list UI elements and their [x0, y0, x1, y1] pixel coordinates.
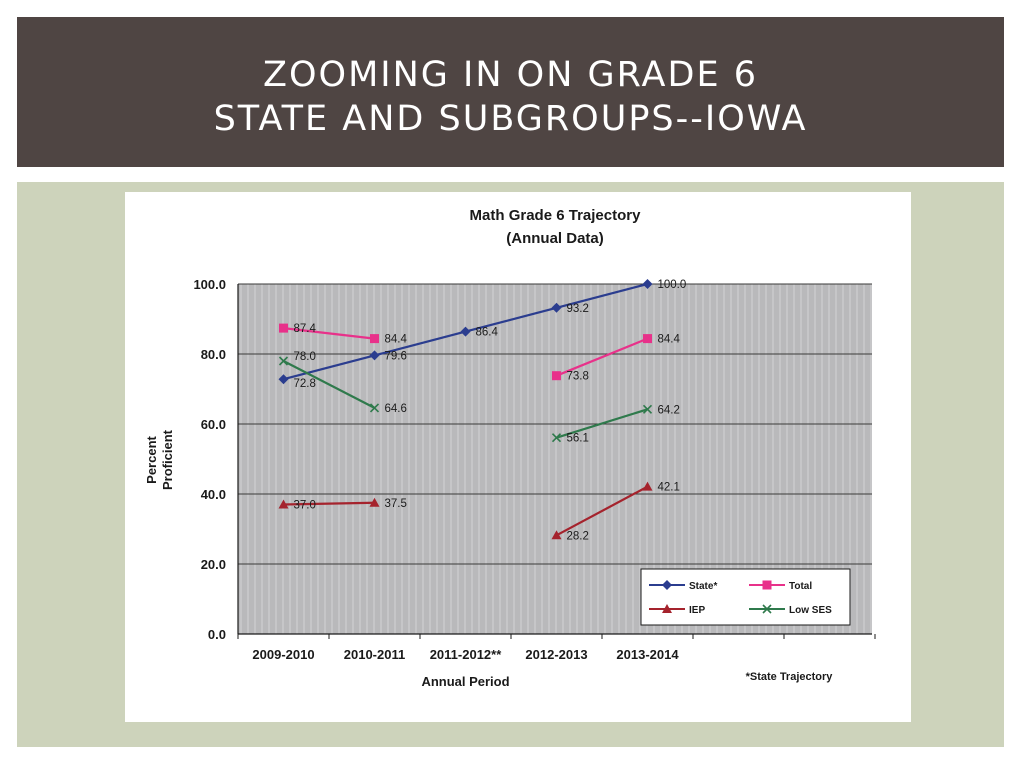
data-label-state: 100.0	[658, 279, 687, 291]
y-tick-label: 60.0	[201, 417, 226, 432]
data-point-low-ses	[642, 404, 653, 414]
series-line-state	[374, 330, 466, 357]
slide-header: ZOOMING IN ON GRADE 6 STATE AND SUBGROUP…	[17, 17, 1004, 167]
x-tick-label: 2009-2010	[252, 647, 314, 662]
legend-marker-state	[662, 580, 672, 590]
legend-marker-iep	[662, 604, 672, 613]
data-point-state	[551, 302, 562, 313]
series-line-total	[283, 327, 375, 340]
data-label-state: 93.2	[567, 303, 589, 315]
data-point-total	[370, 334, 379, 344]
data-label-total: 84.4	[385, 334, 408, 346]
legend-marker-total	[762, 580, 772, 590]
data-label-total: 87.4	[294, 323, 317, 335]
data-point-low-ses	[278, 356, 289, 366]
data-label-iep: 37.0	[294, 500, 316, 512]
data-label-low-ses: 64.6	[385, 403, 407, 415]
data-label-state: 86.4	[476, 327, 499, 339]
data-label-state: 79.6	[385, 350, 407, 362]
series-line-state	[283, 354, 375, 381]
line-chart: 0.0 20.0 40.0 60.0 80.0 100.0 2009-2010 2010-20…	[144, 207, 876, 689]
legend-label-low-ses: Low SES	[789, 605, 832, 616]
chart-title: Math Grade 6 Trajectory	[470, 207, 642, 224]
y-tick-label: 40.0	[201, 487, 226, 502]
data-point-low-ses	[551, 433, 562, 443]
series-line-iep	[555, 485, 649, 537]
slide-title: ZOOMING IN ON GRADE 6 STATE AND SUBGROUP…	[17, 53, 1004, 141]
data-label-iep: 28.2	[567, 530, 589, 542]
data-point-total	[279, 323, 288, 333]
data-point-low-ses	[369, 403, 380, 413]
series-line-iep	[283, 501, 375, 506]
y-tick-label: 100.0	[193, 277, 226, 292]
data-label-iep: 42.1	[658, 482, 680, 494]
legend-box	[640, 568, 851, 626]
data-point-iep	[369, 497, 380, 507]
data-point-total	[552, 371, 561, 381]
data-point-state	[642, 279, 653, 289]
chart-subtitle: (Annual Data)	[506, 230, 604, 247]
y-tick-label: 20.0	[201, 557, 226, 572]
legend-label-state: State*	[689, 581, 717, 592]
legend-label-iep: IEP	[689, 605, 705, 616]
data-label-low-ses: 56.1	[567, 433, 589, 445]
series-line-total	[556, 337, 648, 377]
chart-card: 0.0 20.0 40.0 60.0 80.0 100.0 2009-2010 2010-20…	[125, 192, 911, 722]
x-tick-label: 2011-2012**	[430, 647, 503, 662]
data-label-iep: 37.5	[385, 498, 407, 510]
x-tick-label: 2012-2013	[525, 647, 587, 662]
y-axis-title-line-1: Percent	[144, 435, 159, 483]
data-point-state	[369, 350, 380, 361]
y-tick-label: 80.0	[201, 347, 226, 362]
series-line-low-ses	[282, 360, 376, 409]
data-point-state	[460, 326, 471, 337]
series-line-state	[556, 282, 648, 309]
data-point-total	[643, 334, 652, 344]
data-point-iep	[551, 530, 562, 540]
data-label-state: 72.8	[294, 378, 316, 390]
x-tick-label: 2010-2011	[344, 647, 405, 662]
series-line-state	[465, 306, 557, 333]
chart-footnote: *State Trajectory	[746, 671, 834, 683]
data-point-iep	[642, 481, 653, 491]
y-axis-title-line-2: Proficient	[160, 429, 175, 490]
x-axis-title: Annual Period	[421, 674, 509, 689]
data-point-state	[278, 374, 289, 385]
legend-label-total: Total	[789, 581, 812, 592]
data-label-low-ses: 64.2	[658, 404, 680, 416]
slide-title-line-1: ZOOMING IN ON GRADE 6	[263, 55, 758, 95]
data-point-iep	[278, 499, 289, 509]
series-line-low-ses	[556, 408, 648, 439]
y-tick-label: 0.0	[208, 627, 226, 642]
data-label-total: 73.8	[567, 371, 589, 383]
slide-title-line-2: STATE AND SUBGROUPS--IOWA	[213, 99, 808, 139]
data-label-total: 84.4	[658, 334, 681, 346]
data-label-low-ses: 78.0	[294, 351, 316, 363]
legend-marker-low-ses	[762, 604, 772, 614]
x-tick-label: 2013-2014	[616, 647, 679, 662]
